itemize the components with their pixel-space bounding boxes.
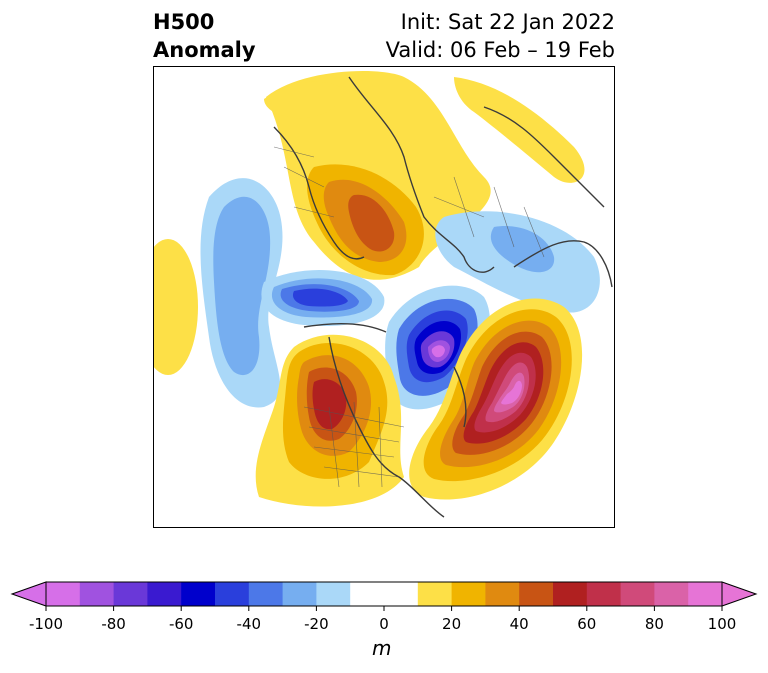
colorbar-arrow-right bbox=[721, 581, 758, 607]
colorbar-segment bbox=[181, 582, 216, 606]
colorbar-ticks bbox=[45, 606, 723, 611]
colorbar-tick-label: 60 bbox=[577, 615, 597, 633]
ridge-alaska-gulf bbox=[409, 298, 583, 500]
colorbar-segment bbox=[46, 582, 81, 606]
colorbar-segments bbox=[45, 581, 723, 607]
colorbar-tick-label: 40 bbox=[509, 615, 529, 633]
colorbar-segment bbox=[282, 582, 317, 606]
ridge-atlantic bbox=[264, 81, 344, 119]
map-panel bbox=[153, 66, 615, 528]
colorbar-segment bbox=[113, 582, 148, 606]
colorbar-tick-label: 100 bbox=[707, 615, 737, 633]
colorbar-segment bbox=[451, 582, 486, 606]
ridge-western-north-america bbox=[255, 334, 404, 507]
colorbar-segment bbox=[654, 582, 689, 606]
colorbar-tick-label: -80 bbox=[101, 615, 126, 633]
init-date: Init: Sat 22 Jan 2022 bbox=[400, 10, 615, 34]
colorbar-tick-label: 80 bbox=[644, 615, 664, 633]
colorbar-segment bbox=[384, 582, 419, 606]
colorbar-segment bbox=[316, 582, 351, 606]
trough-east-asia bbox=[435, 211, 600, 313]
borders bbox=[273, 146, 545, 488]
map-title: H500 Anomaly bbox=[153, 8, 256, 64]
valid-range: Valid: 06 Feb – 19 Feb bbox=[385, 38, 615, 62]
trough-siberia bbox=[261, 270, 385, 327]
map-subtitle: Init: Sat 22 Jan 2022 Valid: 06 Feb – 19… bbox=[386, 8, 615, 64]
colorbar-tick-label: -60 bbox=[168, 615, 194, 633]
title-anomaly: Anomaly bbox=[153, 38, 256, 62]
ridge-europe bbox=[266, 71, 585, 280]
colorbar-unit: m bbox=[372, 636, 392, 660]
colorbar-segment bbox=[147, 582, 182, 606]
colorbar bbox=[10, 581, 758, 611]
colorbar-segment bbox=[215, 582, 250, 606]
colorbar-segment bbox=[350, 582, 385, 606]
colorbar-segment bbox=[688, 582, 723, 606]
colorbar-segment bbox=[519, 582, 554, 606]
colorbar-arrow-left bbox=[10, 581, 47, 607]
trough-east-atlantic bbox=[200, 178, 283, 408]
colorbar-tick-label: 0 bbox=[379, 615, 389, 633]
colorbar-segment bbox=[248, 582, 284, 606]
colorbar-segment bbox=[417, 582, 453, 606]
colorbar-segment bbox=[485, 582, 520, 606]
colorbar-tick-label: -20 bbox=[304, 615, 329, 633]
anomaly-map bbox=[154, 71, 613, 518]
colorbar-tick-label: 20 bbox=[442, 615, 462, 633]
ridge-north-pacific bbox=[154, 239, 198, 375]
colorbar-segment bbox=[586, 582, 622, 606]
colorbar-segment bbox=[79, 582, 115, 606]
colorbar-segment bbox=[553, 582, 588, 606]
colorbar-tick-label: -100 bbox=[28, 615, 64, 633]
title-variable: H500 bbox=[153, 10, 215, 34]
colorbar-tick-label: -40 bbox=[236, 615, 262, 633]
colorbar-segment bbox=[620, 582, 655, 606]
